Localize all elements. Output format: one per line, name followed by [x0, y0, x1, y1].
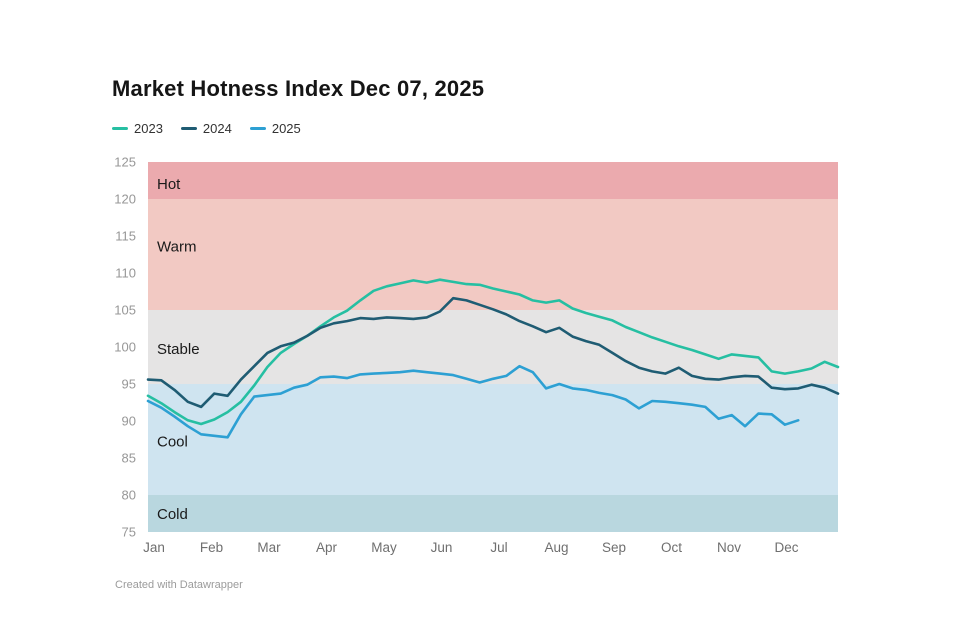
band-warm [148, 199, 838, 310]
chart-title: Market Hotness Index Dec 07, 2025 [112, 76, 485, 101]
legend-swatch-2024 [180, 127, 197, 130]
y-tick-label-120: 120 [114, 192, 136, 207]
series-line-2024 [146, 296, 840, 409]
legend-label-2023: 2023 [134, 121, 163, 136]
x-tick-label-aug: Aug [544, 540, 568, 555]
x-tick-label-dec: Dec [774, 540, 798, 555]
legend-label-2025: 2025 [271, 121, 301, 136]
band-hot [148, 162, 838, 199]
legend-item-2024: 2024 [180, 121, 232, 136]
y-tick-label-115: 115 [115, 229, 136, 244]
y-tick-label-100: 100 [114, 340, 136, 355]
legend-label-2024: 2024 [202, 121, 232, 136]
x-tick-label-jan: Jan [143, 540, 165, 555]
y-tick-label-95: 95 [122, 377, 136, 392]
series-line-2023 [146, 278, 840, 426]
y-tick-label-125: 125 [114, 155, 136, 170]
legend: 2023 2024 2025 [112, 121, 301, 136]
legend-item-2025: 2025 [249, 121, 301, 136]
band-cold [148, 495, 838, 532]
x-tick-label-jul: Jul [490, 540, 507, 555]
x-tick-label-jun: Jun [431, 540, 453, 555]
x-tick-label-sep: Sep [602, 540, 626, 555]
band-label-warm: Warm [157, 238, 196, 255]
band-label-hot: Hot [157, 176, 181, 193]
y-tick-label-85: 85 [122, 451, 136, 466]
band-cool [148, 384, 838, 495]
y-tick-label-90: 90 [122, 414, 136, 429]
band-label-cool: Cool [157, 434, 188, 451]
x-tick-label-mar: Mar [257, 540, 281, 555]
y-tick-label-80: 80 [122, 488, 136, 503]
x-tick-label-nov: Nov [717, 540, 741, 555]
series-line-2025 [146, 364, 800, 439]
datawrapper-attribution[interactable]: Created with Datawrapper [115, 579, 243, 591]
legend-swatch-2025 [249, 127, 266, 130]
y-tick-label-75: 75 [122, 525, 136, 540]
legend-item-2023: 2023 [112, 121, 163, 136]
x-tick-label-feb: Feb [200, 540, 223, 555]
band-label-stable: Stable [157, 341, 200, 358]
x-tick-label-oct: Oct [661, 540, 682, 555]
y-tick-label-110: 110 [115, 266, 136, 281]
band-stable [148, 310, 838, 384]
x-tick-label-apr: Apr [316, 540, 338, 555]
legend-swatch-2023 [112, 127, 128, 130]
y-tick-label-105: 105 [114, 303, 136, 318]
band-label-cold: Cold [157, 506, 188, 523]
x-tick-label-may: May [371, 540, 397, 555]
